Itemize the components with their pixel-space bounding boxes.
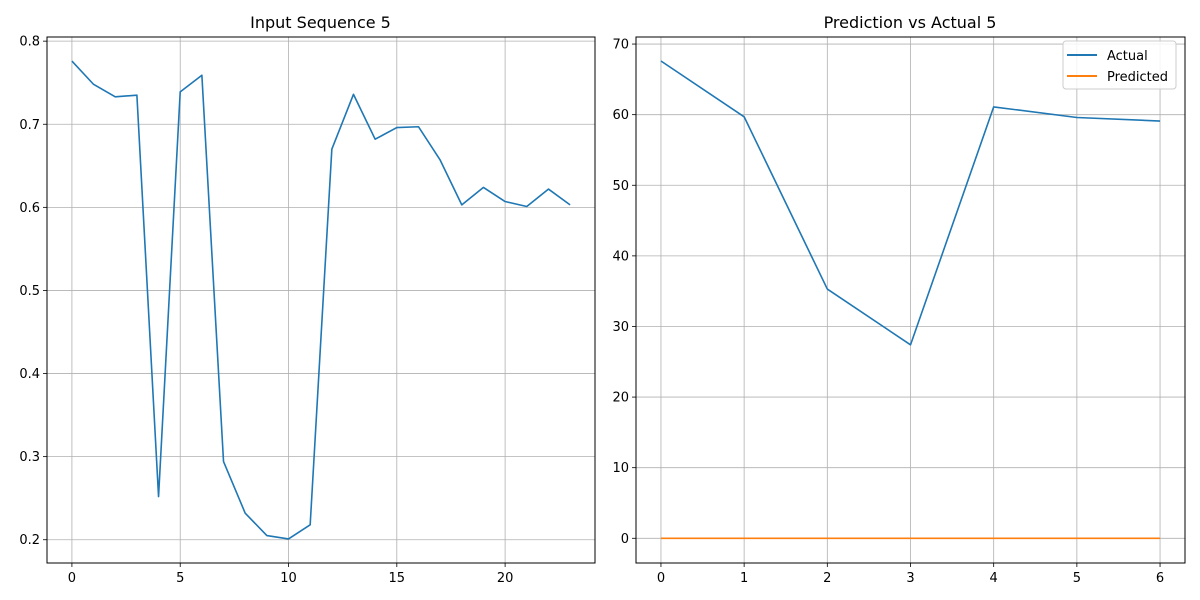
legend: Actual Predicted (1062, 40, 1177, 90)
x-tick-label: 1 (740, 571, 748, 586)
chart-prediction-vs-actual: Prediction vs Actual 5 0 1 2 3 4 5 60102030405… (612, 13, 1186, 586)
series-layer (71, 60, 571, 540)
y-tick-label: 20 (612, 391, 629, 406)
plot-frame (46, 36, 596, 564)
chart-input-sequence: Input Sequence 5 0 5 10 15 20 0.2 0.3 0.4 0.5 0.6… (19, 13, 596, 586)
y-tick-label: 70 (612, 38, 629, 53)
y-tick-label: 10 (612, 461, 629, 476)
y-tick-label: 0.2 (19, 533, 40, 548)
x-tick-label: 0 (657, 571, 665, 586)
x-tick-label: 3 (906, 571, 914, 586)
y-tick-label: 40 (612, 249, 629, 264)
x-tick-label: 10 (280, 571, 297, 586)
y-tick-label: 0 (621, 532, 629, 547)
x-tick-label: 6 (1156, 571, 1164, 586)
y-tick-label: 0.3 (19, 450, 40, 465)
series-line-0 (71, 60, 571, 540)
x-tick-label: 15 (389, 571, 406, 586)
y-tick-label: 0.5 (19, 284, 40, 299)
x-tick-label: 20 (497, 571, 514, 586)
x-tick-label: 5 (1073, 571, 1081, 586)
legend-label-predicted: Predicted (1107, 70, 1168, 85)
grid (47, 37, 595, 563)
x-tick-label: 5 (176, 571, 184, 586)
axis-ticks: 0 5 10 15 20 0.2 0.3 0.4 0.5 0.6 0.7 0.8 (19, 35, 513, 586)
x-tick-label: 0 (68, 571, 76, 586)
series-layer (660, 60, 1161, 540)
y-tick-label: 0.4 (19, 367, 40, 382)
y-tick-label: 60 (612, 108, 629, 123)
x-tick-label: 2 (823, 571, 831, 586)
y-tick-label: 50 (612, 179, 629, 194)
y-tick-label: 0.6 (19, 201, 40, 216)
y-tick-label: 0.7 (19, 118, 40, 133)
chart-title: Input Sequence 5 (250, 13, 391, 32)
x-tick-label: 4 (990, 571, 998, 586)
chart-title: Prediction vs Actual 5 (824, 13, 997, 32)
y-tick-label: 0.8 (19, 35, 40, 50)
y-tick-label: 30 (612, 320, 629, 335)
series-line-actual (660, 60, 1161, 346)
legend-label-actual: Actual (1107, 49, 1148, 64)
